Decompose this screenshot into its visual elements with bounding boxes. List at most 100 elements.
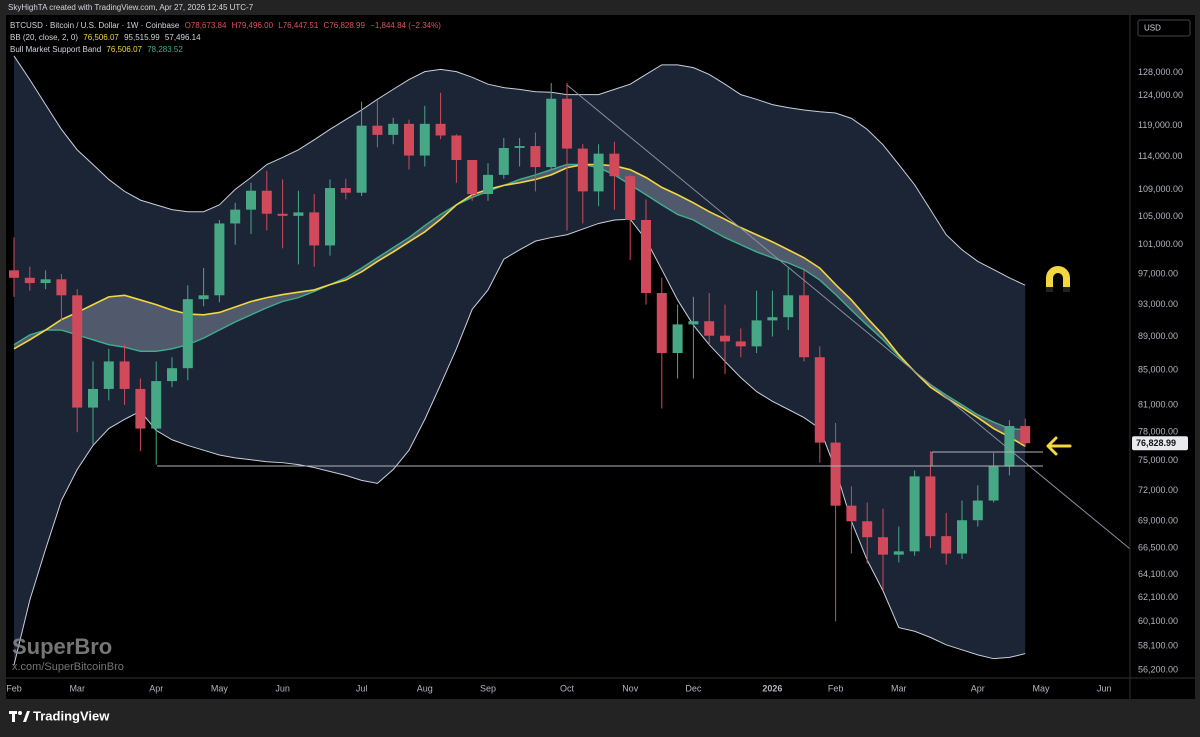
y-tick-label: 72,000.00	[1138, 485, 1178, 495]
candle-body	[720, 335, 730, 342]
x-tick-label: Jun	[275, 683, 290, 693]
support-sma	[13, 163, 1026, 448]
candle-body	[230, 209, 241, 224]
candle-body	[909, 476, 920, 552]
candle-body	[641, 219, 651, 293]
x-tick-label: Jul	[356, 683, 368, 693]
drawings	[157, 84, 1130, 550]
last-price-box	[1132, 436, 1188, 451]
symbol-title: BTCUSD · Bitcoin / U.S. Dollar · 1W · Co…	[10, 21, 180, 30]
y-tick-label: 56,200.00	[1138, 665, 1178, 675]
y-tick-label: 66,500.00	[1138, 542, 1178, 552]
y-tick-label: 60,100.00	[1138, 616, 1178, 626]
candle-body	[799, 295, 809, 358]
candle-body	[182, 299, 193, 369]
trend-line	[566, 84, 1130, 550]
x-tick-label: Aug	[417, 683, 433, 693]
footer-brand: TradingView	[33, 708, 110, 723]
candle-body	[404, 123, 414, 156]
x-tick-label: Feb	[828, 683, 844, 693]
candle-body	[925, 476, 936, 537]
candle-body	[435, 123, 446, 136]
y-tick-label: 58,100.00	[1138, 640, 1178, 650]
candle-body	[325, 188, 335, 246]
candle-body	[530, 146, 541, 168]
candle-body	[941, 536, 952, 554]
arrow-icon	[1046, 436, 1072, 456]
legend-row: BTCUSD · Bitcoin / U.S. Dollar · 1W · Co…	[10, 21, 444, 30]
y-tick-label: 81,000.00	[1138, 399, 1178, 409]
arrow	[1046, 436, 1072, 456]
bollinger-lower	[13, 218, 1026, 666]
candle-body	[830, 442, 841, 506]
candle-body	[103, 361, 114, 389]
y-tick-label: 97,000.00	[1138, 268, 1178, 278]
candle-body	[9, 270, 19, 278]
magnet-icon	[1046, 266, 1070, 292]
logo-part	[18, 711, 22, 715]
candle-body	[388, 123, 399, 135]
footer-logo	[9, 711, 30, 722]
candle-body	[214, 223, 225, 296]
y-tick-label: 128,000.00	[1138, 67, 1183, 77]
x-tick-label: Oct	[560, 683, 575, 693]
candle-body	[340, 188, 351, 193]
support-ema	[13, 163, 1026, 431]
y-tick-label: 109,000.00	[1138, 184, 1183, 194]
candle-body	[151, 381, 162, 429]
candle-body	[562, 98, 572, 149]
candle-body	[514, 146, 525, 148]
candle-body	[72, 295, 83, 408]
y-tick-label: 93,000.00	[1138, 299, 1178, 309]
candle-body	[309, 212, 320, 246]
candle-body	[988, 466, 999, 501]
x-tick-label: Nov	[622, 683, 639, 693]
x-tick-label: Mar	[69, 683, 85, 693]
candle-body	[767, 317, 778, 321]
bollinger-upper	[13, 55, 1026, 286]
ohlc-value: O78,673.84	[184, 21, 227, 30]
candle-body	[878, 537, 888, 555]
y-tick-label: 119,000.00	[1138, 120, 1182, 130]
y-tick-label: 69,000.00	[1138, 516, 1178, 526]
candle-body	[419, 123, 430, 156]
candle-body	[1020, 426, 1031, 444]
plot-area	[9, 55, 1031, 666]
candle-body	[846, 505, 857, 522]
candle-body	[293, 212, 304, 216]
candle-body	[467, 160, 478, 195]
candle-body	[40, 279, 51, 284]
x-tick-label: May	[211, 683, 229, 693]
y-tick-label: 124,000.00	[1138, 90, 1183, 100]
candle-body	[783, 295, 794, 318]
y-tick-label: 114,000.00	[1138, 151, 1182, 161]
candle-body	[198, 295, 209, 300]
candle-body	[119, 361, 130, 389]
x-tick-label: Jun	[1097, 683, 1112, 693]
candle-body	[135, 388, 146, 429]
attribution: SkyHighTA created with TradingView.com, …	[8, 3, 254, 12]
indicator-value: 95,515.99	[124, 33, 160, 42]
y-tick-label: 89,000.00	[1138, 331, 1178, 341]
candle-body	[893, 551, 904, 555]
candle-body	[356, 125, 367, 193]
candle-body	[451, 135, 462, 161]
indicator-name: Bull Market Support Band	[10, 45, 102, 54]
x-tick-label: Apr	[149, 683, 163, 693]
candle-body	[972, 500, 983, 521]
ohlc-value: H79,496.00	[231, 21, 274, 30]
y-tick-label: 105,000.00	[1138, 211, 1183, 221]
indicator-name: BB (20, close, 2, 0)	[10, 33, 79, 42]
ohlc-value: L76,447.51	[278, 21, 319, 30]
y-tick-label: 75,000.00	[1138, 455, 1178, 465]
candle-body	[735, 341, 746, 347]
candle-body	[167, 368, 177, 382]
y-tick-label: 64,100.00	[1138, 569, 1178, 579]
ohlc-change: −1,844.84 (−2.34%)	[370, 21, 441, 30]
candle-body	[577, 148, 588, 192]
x-tick-label: Feb	[6, 683, 22, 693]
x-tick-label: Apr	[971, 683, 985, 693]
logo-part	[12, 711, 15, 722]
